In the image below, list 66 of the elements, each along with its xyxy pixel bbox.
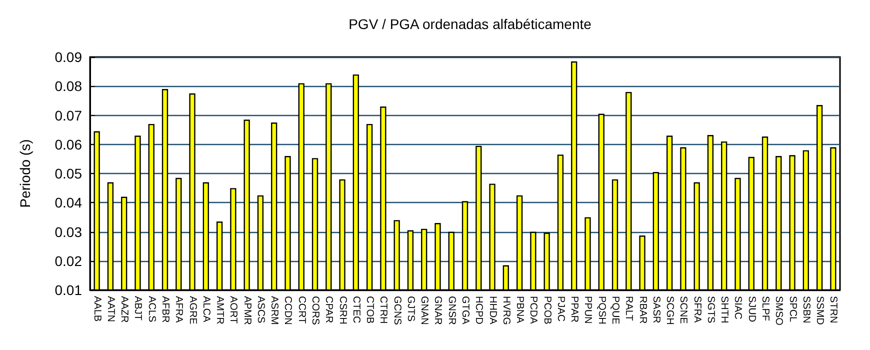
x-tick-label: GJTS bbox=[404, 296, 416, 322]
x-tick-label: AAZR bbox=[118, 296, 130, 323]
x-tick-label: GNAN bbox=[418, 296, 430, 325]
y-tick-label: 0.05 bbox=[54, 166, 82, 182]
x-tick-label: RBAR bbox=[636, 296, 648, 324]
x-tick-label: SPCL bbox=[786, 296, 798, 323]
y-tick-label: 0.07 bbox=[54, 107, 82, 124]
x-tick-label: SSBN bbox=[800, 296, 812, 324]
y-tick-label: 0.01 bbox=[54, 282, 82, 298]
y-tick-label: 0.04 bbox=[54, 194, 82, 211]
x-tick-label: SIAC bbox=[732, 296, 744, 320]
x-tick-label: SGTS bbox=[704, 296, 716, 324]
x-tick-label: AALB bbox=[91, 296, 102, 322]
x-tick-label: CSRH bbox=[336, 296, 348, 324]
x-tick-label: CPAR bbox=[323, 296, 334, 324]
x-tick-label: PPUN bbox=[582, 296, 594, 324]
y-tick-label: 0.03 bbox=[54, 224, 82, 240]
x-tick-label: AFRA bbox=[173, 296, 184, 323]
x-tick-label: PBNA bbox=[514, 296, 526, 324]
x-tick-label: HVRG bbox=[500, 296, 512, 326]
x-tick-label: PCOB bbox=[541, 296, 552, 325]
x-tick-label: PQUE bbox=[610, 296, 620, 325]
x-tick-label: SCNE bbox=[678, 296, 689, 324]
x-tick-label: AFBR bbox=[160, 296, 170, 323]
x-tick-label: SMSO bbox=[773, 296, 784, 326]
x-tick-label: STRN bbox=[828, 296, 839, 324]
x-tick-label: AORT bbox=[228, 296, 239, 324]
x-tick-label: SCGH bbox=[664, 296, 676, 325]
x-tick-label: ASRM bbox=[268, 296, 280, 325]
x-tick-label: HHDA bbox=[486, 296, 498, 325]
x-tick-label: PPAR bbox=[568, 296, 580, 322]
x-tick-label: CCDN bbox=[282, 296, 294, 325]
x-tick-label: SASR bbox=[650, 296, 662, 324]
y-tick-label: 0.08 bbox=[54, 78, 82, 94]
y-axis-title: Periodo (s) bbox=[17, 139, 33, 208]
x-tick-label: SJUD bbox=[746, 296, 757, 322]
x-tick-label: PQSH bbox=[596, 296, 607, 324]
x-tick-label: SHTH bbox=[718, 296, 730, 324]
x-tick-label: ACLS bbox=[146, 296, 157, 322]
x-tick-label: CTEC bbox=[350, 296, 362, 324]
x-tick-label: AGRE bbox=[186, 296, 198, 325]
x-tick-label: CCRT bbox=[296, 296, 307, 324]
x-tick-label: ALCA bbox=[200, 296, 212, 322]
x-tick-label: SFRA bbox=[691, 296, 702, 323]
x-tick-label: AMTR bbox=[214, 296, 226, 324]
x-tick-label: SSMD bbox=[814, 296, 826, 325]
x-tick-label: ASCS bbox=[254, 296, 266, 324]
x-tick-label: AATN bbox=[104, 296, 116, 322]
x-tick-label: CORS bbox=[310, 296, 320, 326]
x-tick-label: CTOB bbox=[364, 296, 376, 324]
x-tick-label: CTRH bbox=[378, 296, 389, 324]
y-tick-label: 0.09 bbox=[54, 49, 82, 65]
x-tick-label: GTGA bbox=[460, 296, 470, 325]
x-tick-label: PJAC bbox=[554, 296, 566, 322]
x-tick-label: GNAR bbox=[432, 296, 444, 325]
x-tick-label: APMR bbox=[241, 296, 252, 325]
x-tick-label: RALT bbox=[623, 296, 634, 321]
x-tick-label: HCPD bbox=[473, 296, 484, 324]
x-tick-label: PCDA bbox=[528, 296, 539, 324]
x-tick-label: SLPF bbox=[760, 296, 770, 322]
y-tick-label: 0.02 bbox=[54, 252, 82, 269]
x-tick-label: GCNS bbox=[391, 296, 402, 326]
x-tick-label: ABJT bbox=[132, 296, 144, 320]
chart-title: PGV / PGA ordenadas alfabéticamente bbox=[348, 16, 592, 32]
y-tick-label: 0.06 bbox=[54, 136, 82, 152]
x-tick-label: GNSR bbox=[446, 296, 457, 325]
